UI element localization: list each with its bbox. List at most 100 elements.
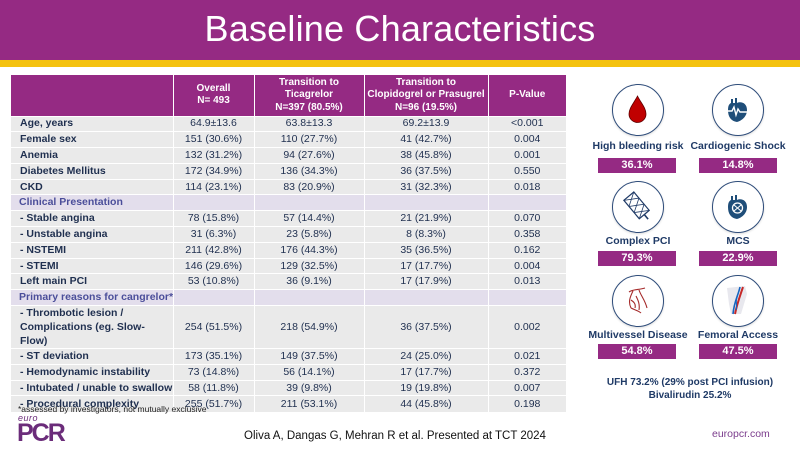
cell-overall: 78 (15.8%) xyxy=(173,210,255,227)
row-label: - Unstable angina xyxy=(11,226,174,243)
table-row: - NSTEMI 211 (42.8%) 176 (44.3%) 35 (36.5%)… xyxy=(11,241,566,259)
highlight-label: Complex PCI xyxy=(605,235,671,247)
highlight-value: 54.8% xyxy=(598,344,676,359)
row-label: - Stable angina xyxy=(11,210,174,227)
highlight-label: High bleeding risk xyxy=(592,140,684,152)
cell-clopidogrel-prasugrel: 36 (37.5%) xyxy=(364,162,489,180)
header-line: Transition to xyxy=(396,76,456,88)
table-row: - Unstable angina 31 (6.3%) 23 (5.8%) 8 (8.… xyxy=(11,226,566,243)
row-label: - Hemodynamic instability xyxy=(11,363,174,381)
slide-title: Baseline Characteristics xyxy=(204,8,596,49)
cell-clopidogrel-prasugrel xyxy=(364,194,489,211)
cell-overall: 31 (6.3%) xyxy=(173,226,255,243)
cell-clopidogrel-prasugrel: 41 (42.7%) xyxy=(364,131,489,148)
femoral-artery-icon xyxy=(727,286,747,315)
highlight-value: 36.1% xyxy=(598,158,676,173)
cell-overall: 211 (42.8%) xyxy=(173,241,255,259)
cell-p-value: 0.007 xyxy=(488,379,566,396)
cell-p-value: 0.018 xyxy=(488,178,566,195)
row-label: CKD xyxy=(11,178,174,195)
table-section-row: Clinical Presentation xyxy=(11,194,566,211)
heart-pulse-icon xyxy=(727,98,748,122)
table-row: Diabetes Mellitus 172 (34.9%) 136 (34.3%) 3… xyxy=(11,162,566,180)
cell-p-value xyxy=(488,289,566,306)
cell-overall: 58 (11.8%) xyxy=(173,379,255,396)
baseline-table: Overall N= 493 Transition to Ticagrelor N=3… xyxy=(11,75,566,412)
table-row: Left main PCI 53 (10.8%) 36 (9.1%) 17 (17.9… xyxy=(11,273,566,290)
citation-text: Oliva A, Dangas G, Mehran R et al. Prese… xyxy=(244,430,546,442)
table-row: CKD 114 (23.1%) 83 (20.9%) 31 (32.3%) 0.018 xyxy=(11,178,566,195)
table-section-row: Primary reasons for cangrelor* xyxy=(11,289,566,306)
header-line: Ticagrelor xyxy=(284,89,334,100)
cell-overall: 73 (14.8%) xyxy=(173,363,255,381)
cell-ticagrelor: 36 (9.1%) xyxy=(254,273,365,290)
highlight-value: 47.5% xyxy=(699,344,777,359)
stent-icon xyxy=(622,191,651,220)
logo-euro-text: euro xyxy=(18,413,39,423)
cell-overall xyxy=(173,289,255,306)
cell-overall: 64.9±13.6 xyxy=(173,115,255,132)
europcr-logo: PCR xyxy=(17,419,66,447)
row-label: - STEMI xyxy=(11,257,174,274)
table-row: - Thrombotic lesion / Complications (eg.… xyxy=(11,305,566,349)
row-label: Left main PCI xyxy=(11,273,174,290)
table-row: - Hemodynamic instability 73 (14.8%) 56 (1… xyxy=(11,363,566,381)
website-link[interactable]: europcr.com xyxy=(712,428,770,440)
highlight-label: Femoral Access xyxy=(697,329,779,341)
icon-circle xyxy=(612,275,664,327)
table-row: - Stable angina 78 (15.8%) 57 (14.4%) 21 (2… xyxy=(11,210,566,227)
cell-p-value: 0.162 xyxy=(488,241,566,259)
cell-overall: 255 (51.7%) xyxy=(173,395,255,412)
header-line: N=397 (80.5%) xyxy=(275,101,343,113)
cell-overall: 254 (51.5%) xyxy=(173,305,255,349)
cell-clopidogrel-prasugrel: 8 (8.3%) xyxy=(364,226,489,243)
cell-p-value: 0.004 xyxy=(488,131,566,148)
cell-ticagrelor xyxy=(254,289,365,306)
icon-circle xyxy=(612,84,664,136)
cell-clopidogrel-prasugrel: 17 (17.9%) xyxy=(364,273,489,290)
header-ticagrelor: Transition to Ticagrelor N=397 (80.5%) xyxy=(254,75,365,116)
highlight-label: MCS xyxy=(726,235,750,247)
cell-clopidogrel-prasugrel: 44 (45.8%) xyxy=(364,395,489,412)
row-label: - NSTEMI xyxy=(11,241,174,259)
header-p-value: P-Value xyxy=(488,75,566,116)
coronary-vessels-icon xyxy=(628,287,648,314)
row-label: Anemia xyxy=(11,147,174,164)
cell-ticagrelor: 211 (53.1%) xyxy=(254,395,365,412)
row-label: Primary reasons for cangrelor* xyxy=(11,289,174,306)
cell-clopidogrel-prasugrel: 17 (17.7%) xyxy=(364,363,489,381)
cell-ticagrelor: 23 (5.8%) xyxy=(254,226,365,243)
header-overall: Overall N= 493 xyxy=(173,75,255,116)
cell-overall: 53 (10.8%) xyxy=(173,273,255,290)
cell-p-value: 0.070 xyxy=(488,210,566,227)
cell-p-value: 0.013 xyxy=(488,273,566,290)
cell-p-value: 0.002 xyxy=(488,305,566,349)
icon-circle xyxy=(612,181,664,233)
cell-clopidogrel-prasugrel xyxy=(364,289,489,306)
cell-clopidogrel-prasugrel: 31 (32.3%) xyxy=(364,178,489,195)
cell-p-value: 0.358 xyxy=(488,226,566,243)
cell-ticagrelor: 136 (34.3%) xyxy=(254,162,365,180)
cell-overall: 146 (29.6%) xyxy=(173,257,255,274)
cell-p-value: <0.001 xyxy=(488,115,566,132)
cell-ticagrelor: 149 (37.5%) xyxy=(254,348,365,365)
cell-overall: 172 (34.9%) xyxy=(173,162,255,180)
heart-pump-icon xyxy=(728,195,747,219)
title-bar: Baseline Characteristics xyxy=(0,0,800,60)
row-label: Age, years xyxy=(11,115,174,132)
header-clopidogrel-prasugrel: Transition to Clopidogrel or Prasugrel N=9… xyxy=(364,75,489,116)
cell-overall: 114 (23.1%) xyxy=(173,178,255,195)
row-label: Female sex xyxy=(11,131,174,148)
table-row: - ST deviation 173 (35.1%) 149 (37.5%) 24 (… xyxy=(11,348,566,365)
cell-overall: 173 (35.1%) xyxy=(173,348,255,365)
cell-p-value xyxy=(488,194,566,211)
anticoagulation-summary: UFH 73.2% (29% post PCI infusion) Bivali… xyxy=(595,376,785,402)
cell-p-value: 0.198 xyxy=(488,395,566,412)
cell-clopidogrel-prasugrel: 19 (19.8%) xyxy=(364,379,489,396)
highlight-value: 22.9% xyxy=(699,251,777,266)
cell-clopidogrel-prasugrel: 36 (37.5%) xyxy=(364,305,489,349)
row-label: - ST deviation xyxy=(11,348,174,365)
table-row: Age, years 64.9±13.6 63.8±13.3 69.2±13.9 <0.… xyxy=(11,115,566,132)
cell-clopidogrel-prasugrel: 17 (17.7%) xyxy=(364,257,489,274)
cell-clopidogrel-prasugrel: 21 (21.9%) xyxy=(364,210,489,227)
